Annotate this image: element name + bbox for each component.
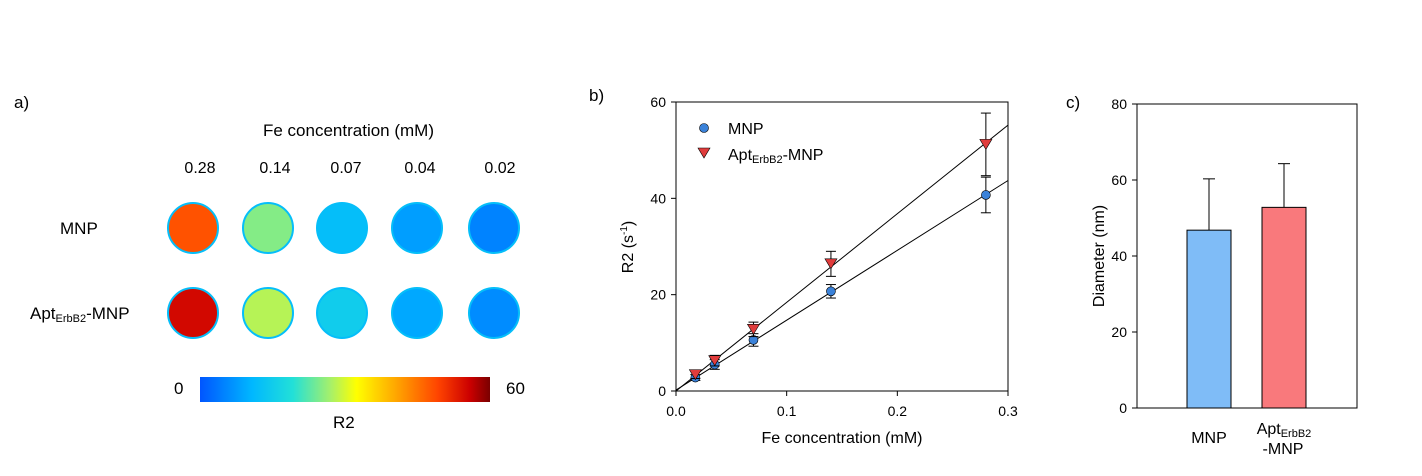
b-point-mnp-4 [981,190,991,200]
chart-c-bar: 0 20 40 60 80 Diameter (nm) MNP AptErbB2 -MN… [1091,96,1358,458]
well-r1-c0 [167,287,219,339]
b-point-apt-2 [746,324,760,335]
chart-b-legend: MNP AptErbB2-MNP [697,121,823,166]
chart-c-xlabel-mnp: MNP [1191,430,1227,447]
panel-b-letter: b) [589,86,605,105]
row-label-apt-mnp: AptErbB2-MNP [30,304,130,325]
well-r1-c3 [391,287,443,339]
c-ytick-label-2: 40 [1111,248,1127,264]
well-r0-c0 [167,202,219,254]
legend-label-mnp: MNP [728,121,764,138]
chart-c-plot-area [1136,103,1358,409]
well-r0-c4 [468,202,520,254]
colorbar-label: R2 [333,413,355,432]
chart-b-xlabel: Fe concentration (mM) [762,430,923,447]
concentration-label-4: 0.02 [484,160,516,177]
b-ytick-label-0: 0 [658,383,666,399]
well-r0-c3 [391,202,443,254]
chart-b-scatter: 0.0 0.1 0.2 0.3 0 20 40 60 Fe concentration (mM… [619,94,1018,447]
well-r0-c1 [242,202,294,254]
c-bar-1 [1261,206,1307,409]
c-ytick-label-4: 80 [1111,96,1127,112]
concentration-label-1: 0.14 [259,160,291,177]
c-ytick-label-3: 60 [1111,172,1127,188]
chart-b-ylabel: R2 (s-1) [619,221,637,273]
concentration-label-2: 0.07 [330,160,362,177]
colorbar [200,377,490,402]
b-ytick-label-2: 40 [650,190,666,206]
b-xtick-label-3: 0.3 [998,403,1018,419]
c-ytick-label-1: 20 [1111,324,1127,340]
chart-c-ylabel: Diameter (nm) [1091,205,1108,307]
chart-b-plot-area [675,101,1009,392]
concentration-label-3: 0.04 [404,160,436,177]
b-point-apt-1 [708,355,722,367]
legend-marker-apt [697,147,711,159]
well-r1-c1 [242,287,294,339]
b-ytick-label-3: 60 [650,94,666,110]
row-label-mnp: MNP [60,219,98,238]
b-point-apt-0 [688,369,702,381]
c-bar-0 [1186,229,1232,409]
panel-a-title: Fe concentration (mM) [263,121,434,140]
b-xtick-label-1: 0.1 [777,403,797,419]
b-xtick-label-2: 0.2 [888,403,908,419]
panel-c-letter: c) [1066,93,1081,112]
colorbar-max-label: 60 [506,379,525,398]
b-fit-line-0 [675,180,1009,391]
b-fit-line-1 [675,124,1009,392]
b-ytick-label-1: 20 [650,287,666,303]
concentration-label-0: 0.28 [184,160,216,177]
well-r0-c2 [316,202,368,254]
panel-a-letter: a) [14,93,30,112]
b-point-apt-3 [824,258,838,270]
well-r1-c4 [468,287,520,339]
chart-c-xlabel-apt: AptErbB2 [1257,421,1312,440]
well-r1-c2 [316,287,368,339]
colorbar-min-label: 0 [174,379,184,398]
chart-c-xlabel-apt-line2: -MNP [1263,441,1304,458]
b-point-apt-4 [979,139,993,150]
c-ytick-label-0: 0 [1119,400,1127,416]
b-xtick-label-0: 0.0 [666,403,686,419]
legend-label-apt: AptErbB2-MNP [728,147,823,166]
b-point-mnp-3 [826,286,836,297]
legend-marker-mnp [699,123,709,133]
